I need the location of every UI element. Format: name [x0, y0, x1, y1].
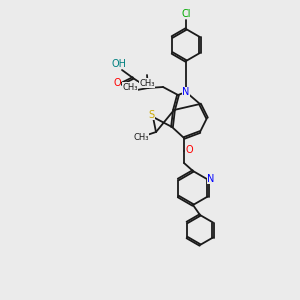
Text: S: S — [148, 110, 154, 120]
Text: OH: OH — [112, 59, 127, 69]
Text: O: O — [113, 78, 121, 88]
Text: CH₃: CH₃ — [122, 82, 138, 91]
Text: N: N — [182, 87, 190, 97]
Text: CH₃: CH₃ — [133, 133, 149, 142]
Text: CH₃: CH₃ — [139, 79, 155, 88]
Text: O: O — [185, 145, 193, 155]
Text: N: N — [207, 173, 214, 184]
Text: Cl: Cl — [181, 9, 191, 19]
